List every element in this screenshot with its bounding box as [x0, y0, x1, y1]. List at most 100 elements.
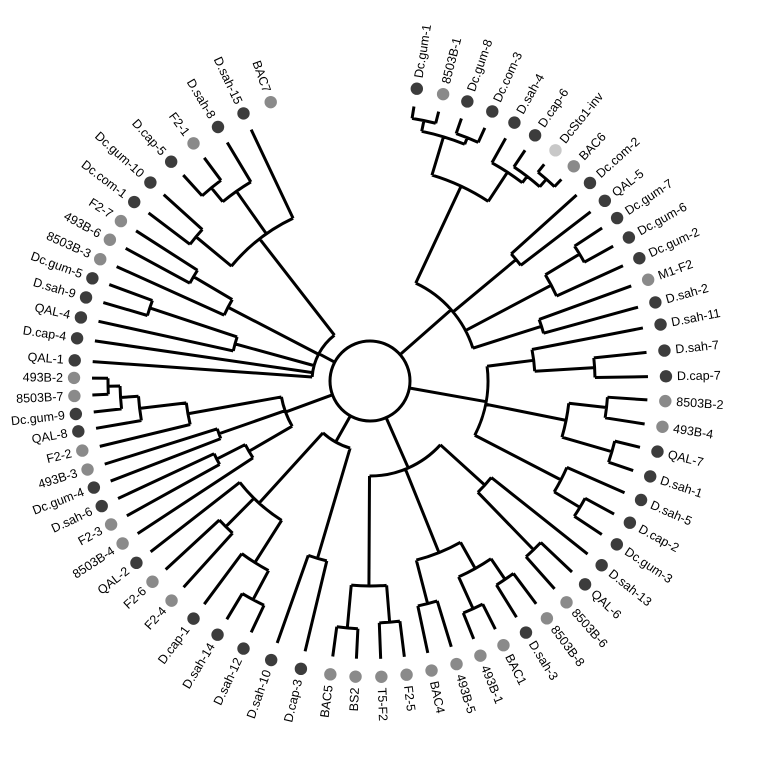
leaf-dot [623, 516, 637, 529]
leaf-dot [622, 231, 636, 244]
leaf-node: 8503B-1 [436, 36, 464, 101]
leaf-node: D.sah-12 [211, 642, 250, 707]
leaf-dot [349, 670, 362, 683]
leaf-label: F2-1 [166, 110, 193, 139]
leaf-label: D.sah-12 [211, 656, 245, 708]
leaf-label: QAL-7 [666, 447, 704, 469]
leaf-dot [644, 470, 657, 483]
leaf-label: D.sah-1 [658, 473, 704, 500]
leaf-dot [114, 214, 128, 228]
leaf-label: BAC4 [427, 680, 447, 715]
leaf-label: 8503B-2 [676, 395, 724, 412]
leaf-dot [610, 538, 624, 551]
leaf-label: BAC5 [318, 684, 336, 718]
leaf-dot [649, 296, 662, 309]
leaf-label: BS2 [347, 687, 362, 711]
leaf-dot [519, 626, 533, 639]
leaf-label: D.sah-7 [675, 338, 720, 356]
leaf-label: T5-F2 [375, 688, 390, 722]
leaf-label: D.sah-9 [32, 275, 78, 301]
leaf-dot [264, 653, 278, 667]
leaf-node: BAC1 [497, 639, 529, 687]
leaf-dot [237, 107, 250, 120]
leaf-dot [486, 105, 499, 118]
leaf-node: D.sah-7 [658, 338, 720, 357]
leaf-label: QAL-8 [31, 426, 69, 446]
leaf-dot [641, 273, 655, 286]
leaf-dot [81, 463, 94, 476]
leaf-dot [659, 394, 672, 408]
leaf-node: M1-F2 [641, 257, 695, 286]
leaf-node: D.cap-3 [281, 662, 308, 724]
leaf-label: QAL-4 [33, 300, 71, 321]
leaf-dot [128, 195, 141, 209]
leaf-node: QAL-7 [651, 445, 705, 470]
leaf-node: 493B-4 [656, 420, 714, 442]
leaf-label: 8503B-1 [439, 36, 464, 85]
leaf-node: D.sah-1 [644, 470, 704, 501]
leaf-dot [87, 481, 101, 494]
leaf-label: 493B-2 [23, 370, 64, 384]
leaf-dot [116, 537, 129, 550]
leaf-label: QAL-2 [95, 564, 132, 597]
leaf-dot [324, 668, 337, 681]
leaf-dot [567, 160, 580, 173]
leaf-node: 493B-3 [36, 463, 94, 492]
leaf-dot [104, 518, 118, 531]
leaf-dot [656, 420, 669, 433]
leaf-dot [294, 662, 308, 676]
leaf-dot [187, 612, 200, 625]
leaf-label: QAL-1 [27, 350, 64, 366]
leaf-node: D.sah-2 [649, 281, 710, 309]
leaf-dot [68, 354, 81, 367]
leaf-node: F2-5 [400, 668, 418, 712]
leaf-dot [69, 407, 83, 421]
leaf-node: F2-4 [142, 594, 178, 633]
leaf-dot [450, 657, 463, 671]
leaf-node: D.sah-9 [32, 275, 93, 304]
leaf-dot [375, 670, 388, 683]
leaf-label: BAC1 [502, 652, 529, 688]
leaf-node: 8503B-7 [16, 390, 81, 406]
leaf-node: F2-6 [121, 575, 159, 612]
leaf-node: BAC7 [249, 59, 277, 109]
leaf-dot [400, 668, 413, 681]
leaf-dot [67, 371, 81, 385]
leaf-dot [165, 594, 178, 607]
leaf-dot [654, 318, 667, 331]
leaf-node: 493B-1 [474, 649, 506, 706]
leaf-dot [549, 144, 562, 157]
leaf-node: 493B-2 [23, 370, 81, 385]
leaf-dot [130, 556, 143, 570]
leaf-dot [634, 493, 648, 507]
leaf-dot [211, 628, 224, 641]
leaf-node: Dc.gum-1 [410, 23, 434, 95]
leaf-dot [659, 370, 673, 383]
leaf-node: QAL-4 [33, 300, 88, 324]
leaf-label: D.cap-1 [155, 623, 192, 667]
leaf-node: T5-F2 [375, 670, 390, 722]
dendrogram-branches [92, 106, 648, 659]
leaf-dot [425, 664, 438, 677]
leaf-dot [74, 311, 88, 324]
leaf-label: 493B-5 [453, 673, 478, 716]
leaf-node: BS2 [347, 670, 362, 712]
leaf-dot [461, 95, 474, 108]
leaf-label: D.sah-10 [244, 668, 274, 721]
leaf-dot [651, 445, 664, 458]
leaf-dot [68, 389, 81, 403]
leaf-node: 493B-5 [450, 657, 478, 716]
leaf-dot [598, 194, 612, 208]
leaf-label: D.sah-15 [211, 55, 245, 107]
leaf-label: M1-F2 [656, 257, 695, 283]
leaf-dot [264, 95, 277, 109]
leaf-dot [76, 444, 89, 457]
leaf-node: D.sah-10 [244, 653, 278, 721]
leaf-dot [94, 252, 107, 266]
leaf-dot [70, 332, 84, 345]
leaf-node: D.sah-8 [184, 76, 225, 134]
branch-lines [92, 106, 648, 659]
leaf-node: F2-1 [166, 110, 200, 150]
leaf-dot [164, 155, 178, 168]
